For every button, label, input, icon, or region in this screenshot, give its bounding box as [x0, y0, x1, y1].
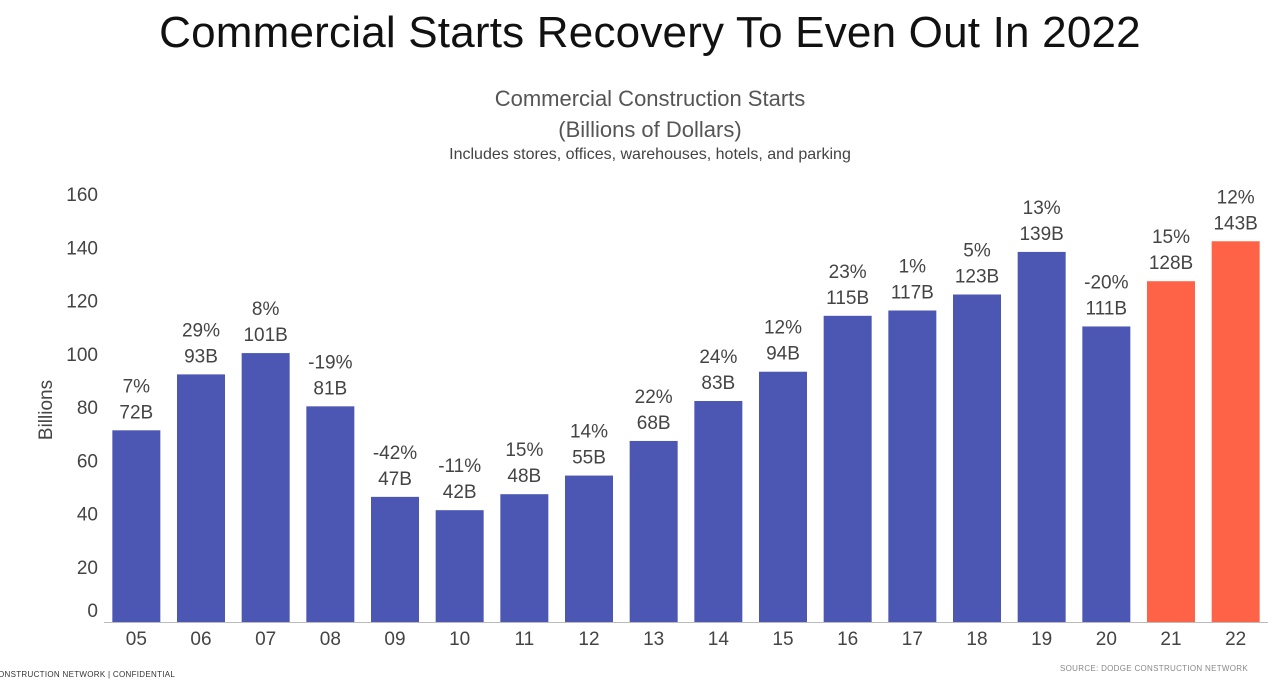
bar — [306, 406, 355, 622]
chart-title: Commercial Construction Starts — [494, 86, 806, 111]
bar — [112, 430, 161, 622]
x-tick-label: 21 — [1160, 629, 1181, 650]
y-tick-label: 0 — [87, 601, 98, 622]
bar — [694, 401, 743, 622]
bar-change-label: -42% — [373, 443, 417, 464]
y-tick-label: 100 — [66, 345, 98, 366]
bar-forecast — [1211, 241, 1260, 622]
footer-confidential: ONSTRUCTION NETWORK | CONFIDENTIAL — [0, 670, 176, 679]
y-tick-label: 140 — [66, 238, 98, 259]
bar — [629, 440, 678, 622]
bar-change-label: 29% — [182, 320, 220, 341]
bar — [177, 374, 225, 622]
bar — [241, 353, 290, 622]
bar — [371, 496, 419, 622]
bar-change-label: 8% — [252, 299, 280, 320]
bar-value-label: 115B — [826, 288, 869, 309]
x-tick-label: 08 — [320, 629, 341, 650]
bar-value-label: 42B — [443, 482, 477, 503]
bar-value-label: 47B — [378, 469, 412, 490]
x-tick-label: 07 — [255, 629, 276, 650]
bar-change-label: 15% — [1152, 227, 1190, 248]
bar — [1082, 326, 1131, 622]
bar-change-label: -11% — [438, 456, 481, 477]
bars — [112, 241, 1260, 622]
bar-change-label: 12% — [1217, 187, 1255, 208]
y-axis: Billions 0 20 40 60 80 100 120 140 160 — [36, 185, 98, 622]
bar-change-label: 24% — [699, 347, 737, 368]
y-tick-label: 160 — [66, 185, 98, 206]
bar-value-label: 81B — [313, 378, 347, 399]
x-tick-label: 12 — [578, 629, 599, 650]
bar-value-label: 94B — [766, 344, 800, 365]
bar-value-label: 139B — [1019, 224, 1063, 245]
slide-title: Commercial Starts Recovery To Even Out I… — [159, 8, 1141, 57]
bar-change-label: 7% — [123, 376, 151, 397]
bar — [823, 315, 872, 622]
x-tick-label: 18 — [966, 629, 987, 650]
bar-change-label: 23% — [829, 262, 867, 283]
x-tick-label: 09 — [384, 629, 405, 650]
x-tick-label: 22 — [1225, 629, 1246, 650]
x-tick-label: 05 — [126, 629, 147, 650]
bar-change-label: 1% — [899, 256, 927, 277]
y-tick-label: 20 — [77, 558, 98, 579]
x-tick-label: 14 — [708, 629, 730, 650]
x-tick-label: 11 — [514, 629, 534, 650]
bar-value-label: 143B — [1213, 213, 1257, 234]
bar — [759, 371, 807, 622]
bar-value-label: 83B — [701, 373, 735, 394]
x-tick-label: 06 — [190, 629, 211, 650]
x-tick-label: 17 — [902, 629, 923, 650]
bar-change-label: -20% — [1084, 272, 1128, 293]
bar-value-label: 128B — [1149, 253, 1193, 274]
bar — [565, 475, 613, 622]
bar-value-label: 72B — [119, 402, 153, 423]
bar-value-label: 55B — [572, 448, 606, 469]
bar-value-label: 111B — [1086, 298, 1128, 319]
bar-value-label: 93B — [184, 346, 218, 367]
x-tick-label: 13 — [643, 629, 664, 650]
bar-change-label: 13% — [1023, 198, 1061, 219]
bar-change-label: 5% — [963, 241, 991, 262]
bar — [953, 294, 1001, 622]
y-tick-label: 120 — [66, 292, 98, 313]
bar-forecast — [1147, 281, 1195, 622]
bar-labels: 72B 7% 93B 29% 101B 8% 81B -19% 47B -42% 42B -11% 48… — [119, 187, 1257, 503]
bar-value-label: 117B — [891, 282, 934, 303]
chart-subtitle: (Billions of Dollars) — [558, 117, 742, 142]
bar-change-label: 22% — [635, 387, 673, 408]
bar — [435, 510, 484, 622]
y-tick-label: 80 — [77, 398, 98, 419]
bar-change-label: 14% — [570, 422, 608, 443]
bar-value-label: 68B — [637, 413, 671, 434]
x-tick-label: 15 — [772, 629, 793, 650]
x-axis: 05 06 07 08 09 10 11 12 13 14 15 16 17 18 19 20 21 22 — [104, 622, 1268, 650]
bar-change-label: -19% — [308, 352, 352, 373]
y-tick-label: 60 — [77, 451, 98, 472]
bar-change-label: 12% — [764, 318, 802, 339]
bar-change-label: 15% — [505, 440, 543, 461]
y-tick-label: 40 — [77, 505, 98, 526]
bar — [1017, 251, 1066, 622]
x-tick-label: 20 — [1096, 629, 1117, 650]
bar — [888, 310, 937, 622]
bar-value-label: 101B — [243, 325, 287, 346]
bar-value-label: 123B — [955, 267, 999, 288]
chart-note: Includes stores, offices, warehouses, ho… — [449, 146, 851, 163]
x-tick-label: 16 — [837, 629, 858, 650]
x-tick-label: 10 — [449, 629, 470, 650]
y-axis-label: Billions — [36, 380, 57, 440]
x-tick-label: 19 — [1031, 629, 1052, 650]
footer-source: SOURCE: DODGE CONSTRUCTION NETWORK — [1060, 664, 1248, 673]
bar-value-label: 48B — [507, 466, 541, 487]
bar — [500, 494, 549, 622]
